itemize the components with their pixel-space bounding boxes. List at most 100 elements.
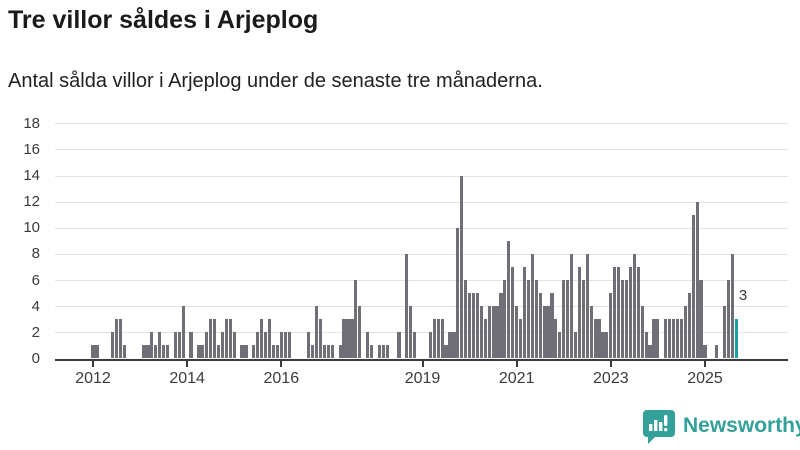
bar xyxy=(201,345,205,359)
y-gridline xyxy=(55,280,788,282)
bar xyxy=(613,267,617,359)
bar xyxy=(683,306,687,359)
bar xyxy=(342,319,346,359)
bar xyxy=(609,293,613,359)
bar xyxy=(232,332,236,359)
bar xyxy=(146,345,150,359)
bar xyxy=(468,293,472,359)
bar xyxy=(577,267,582,359)
bar xyxy=(471,293,476,359)
bar xyxy=(534,280,538,359)
brand-name: Newsworthy xyxy=(683,414,800,437)
bar xyxy=(593,319,597,359)
bar xyxy=(366,332,370,359)
bar xyxy=(522,267,527,359)
bar xyxy=(369,345,374,359)
bar xyxy=(377,345,381,359)
bar xyxy=(503,280,507,359)
bar xyxy=(640,306,644,359)
bar xyxy=(397,332,401,359)
bar xyxy=(177,332,181,359)
bar xyxy=(554,319,558,359)
bar xyxy=(581,280,585,359)
bar xyxy=(444,345,448,359)
bar xyxy=(542,306,546,359)
bar xyxy=(624,280,629,359)
bar xyxy=(648,345,652,359)
bar xyxy=(111,332,115,359)
bar xyxy=(621,280,625,359)
bar xyxy=(691,214,695,359)
bar xyxy=(495,306,499,359)
bar xyxy=(189,332,193,359)
bar xyxy=(487,306,491,359)
bar xyxy=(158,332,162,359)
bar xyxy=(507,240,511,359)
bar xyxy=(181,306,185,359)
bar xyxy=(142,345,146,359)
bar xyxy=(491,306,495,359)
bar xyxy=(283,332,287,359)
bar xyxy=(91,345,95,359)
bar xyxy=(679,319,684,359)
bar xyxy=(275,345,279,359)
bar xyxy=(326,345,330,359)
bar xyxy=(448,332,452,359)
bar xyxy=(530,253,534,359)
x-axis-line xyxy=(55,358,788,361)
x-axis-tick xyxy=(609,360,612,367)
bar xyxy=(526,280,531,359)
x-axis-tick-label: 2016 xyxy=(263,369,300,387)
bar xyxy=(209,319,213,359)
bar xyxy=(475,293,480,359)
bar xyxy=(483,319,487,359)
bar xyxy=(318,319,323,359)
bar xyxy=(264,332,268,359)
bar xyxy=(330,345,334,359)
bar xyxy=(413,332,417,359)
bar xyxy=(428,332,432,359)
x-axis-tick xyxy=(421,360,424,367)
bar xyxy=(240,345,244,359)
bar xyxy=(213,319,217,359)
bar xyxy=(385,345,389,359)
x-axis-tick xyxy=(280,360,283,367)
bar xyxy=(260,319,264,359)
bar xyxy=(519,319,523,359)
y-axis-tick-label: 18 xyxy=(23,114,40,132)
bar xyxy=(672,319,676,359)
bar xyxy=(687,293,691,359)
bar xyxy=(224,319,228,359)
bar xyxy=(267,319,272,359)
bar xyxy=(715,345,719,359)
bar xyxy=(95,345,99,359)
bar xyxy=(216,345,221,359)
bar xyxy=(511,267,515,359)
y-gridline xyxy=(55,253,788,255)
y-gridline xyxy=(55,306,788,308)
bar xyxy=(628,267,633,359)
x-axis-tick-label: 2025 xyxy=(687,369,723,387)
bar xyxy=(585,253,589,359)
y-axis-tick-label: 0 xyxy=(31,350,40,367)
bar xyxy=(197,345,201,359)
y-axis-tick-label: 14 xyxy=(23,167,40,185)
y-gridline xyxy=(55,201,788,203)
y-axis-tick-label: 8 xyxy=(31,245,40,263)
bar xyxy=(409,306,413,359)
bar xyxy=(601,332,605,359)
bar xyxy=(358,306,362,359)
bar xyxy=(570,253,574,359)
bar xyxy=(550,293,554,359)
bar xyxy=(165,345,170,359)
bar xyxy=(256,332,260,359)
bar xyxy=(573,332,578,359)
chart-subtitle: Antal sålda villor i Arjeplog under de s… xyxy=(8,70,543,92)
bar xyxy=(589,306,593,359)
bar xyxy=(114,319,119,359)
bar xyxy=(315,306,319,359)
bar xyxy=(538,293,542,359)
y-gridline xyxy=(55,332,788,334)
